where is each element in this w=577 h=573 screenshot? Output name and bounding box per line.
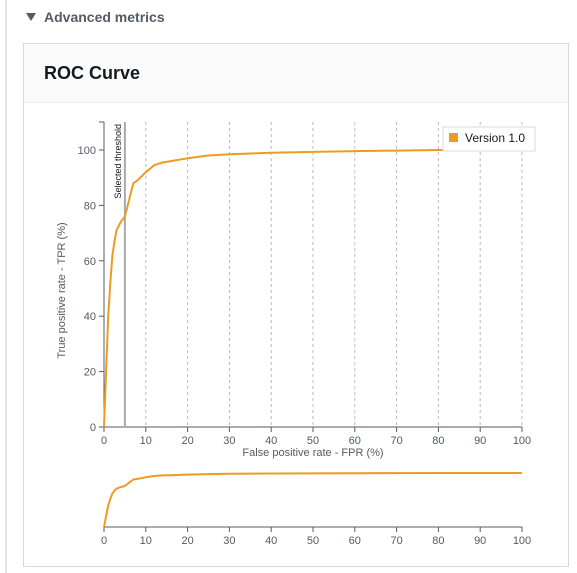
overview-x-tick-label: 90	[474, 535, 486, 547]
overview-x-tick-label: 80	[432, 535, 444, 547]
y-tick-label: 60	[84, 256, 96, 268]
y-tick-label: 40	[84, 311, 96, 323]
x-tick-label: 10	[140, 435, 152, 447]
left-divider	[5, 0, 7, 573]
overview-x-tick-label: 0	[101, 535, 107, 547]
legend-box	[442, 126, 536, 152]
y-tick-label: 20	[84, 367, 96, 379]
x-tick-label: 40	[265, 435, 277, 447]
overview-x-tick-label: 50	[307, 535, 319, 547]
y-tick-label: 100	[78, 145, 96, 157]
legend-label: Version 1.0	[465, 131, 525, 145]
overview-x-tick-label: 30	[223, 535, 235, 547]
overview-x-tick-label: 10	[140, 535, 152, 547]
main-chart: 0 20 40 60 80 100 0 10 20 30 40 50 60 70 80 90 100 False …	[56, 121, 531, 459]
overview-x-tick-label: 60	[349, 535, 361, 547]
y-axis-title: True positive rate - TPR (%)	[56, 222, 68, 358]
panel-header: ROC Curve	[24, 44, 568, 103]
overview-series-line	[103, 472, 522, 528]
x-tick-label: 100	[513, 435, 531, 447]
overview-x-tick-label: 70	[390, 535, 402, 547]
threshold-label: Selected threshold	[113, 124, 123, 199]
x-tick-label: 90	[474, 435, 486, 447]
legend-swatch	[449, 133, 458, 142]
panel-title: ROC Curve	[44, 63, 141, 83]
y-tick-label: 80	[84, 200, 96, 212]
x-tick-label: 60	[349, 435, 361, 447]
x-tick-label: 20	[181, 435, 193, 447]
x-tick-label: 30	[223, 435, 235, 447]
advanced-metrics-toggle[interactable]: Advanced metrics	[26, 6, 165, 28]
chart-legend[interactable]: Version 1.0	[442, 126, 536, 152]
section-title: Advanced metrics	[44, 9, 165, 25]
overview-x-tick-label: 100	[513, 535, 531, 547]
overview-chart[interactable]: 0 10 20 30 40 50 60 70 80 90 100	[101, 472, 531, 547]
x-tick-label: 70	[390, 435, 402, 447]
x-tick-label: 50	[307, 435, 319, 447]
overview-x-tick-label: 40	[265, 535, 277, 547]
caret-down-icon[interactable]	[26, 13, 36, 21]
overview-x-tick-label: 20	[181, 535, 193, 547]
x-axis-title: False positive rate - FPR (%)	[242, 447, 383, 459]
y-tick-label: 0	[90, 422, 96, 434]
series-line-version-1	[103, 149, 522, 428]
x-tick-label: 80	[432, 435, 444, 447]
x-tick-label: 0	[101, 435, 107, 447]
